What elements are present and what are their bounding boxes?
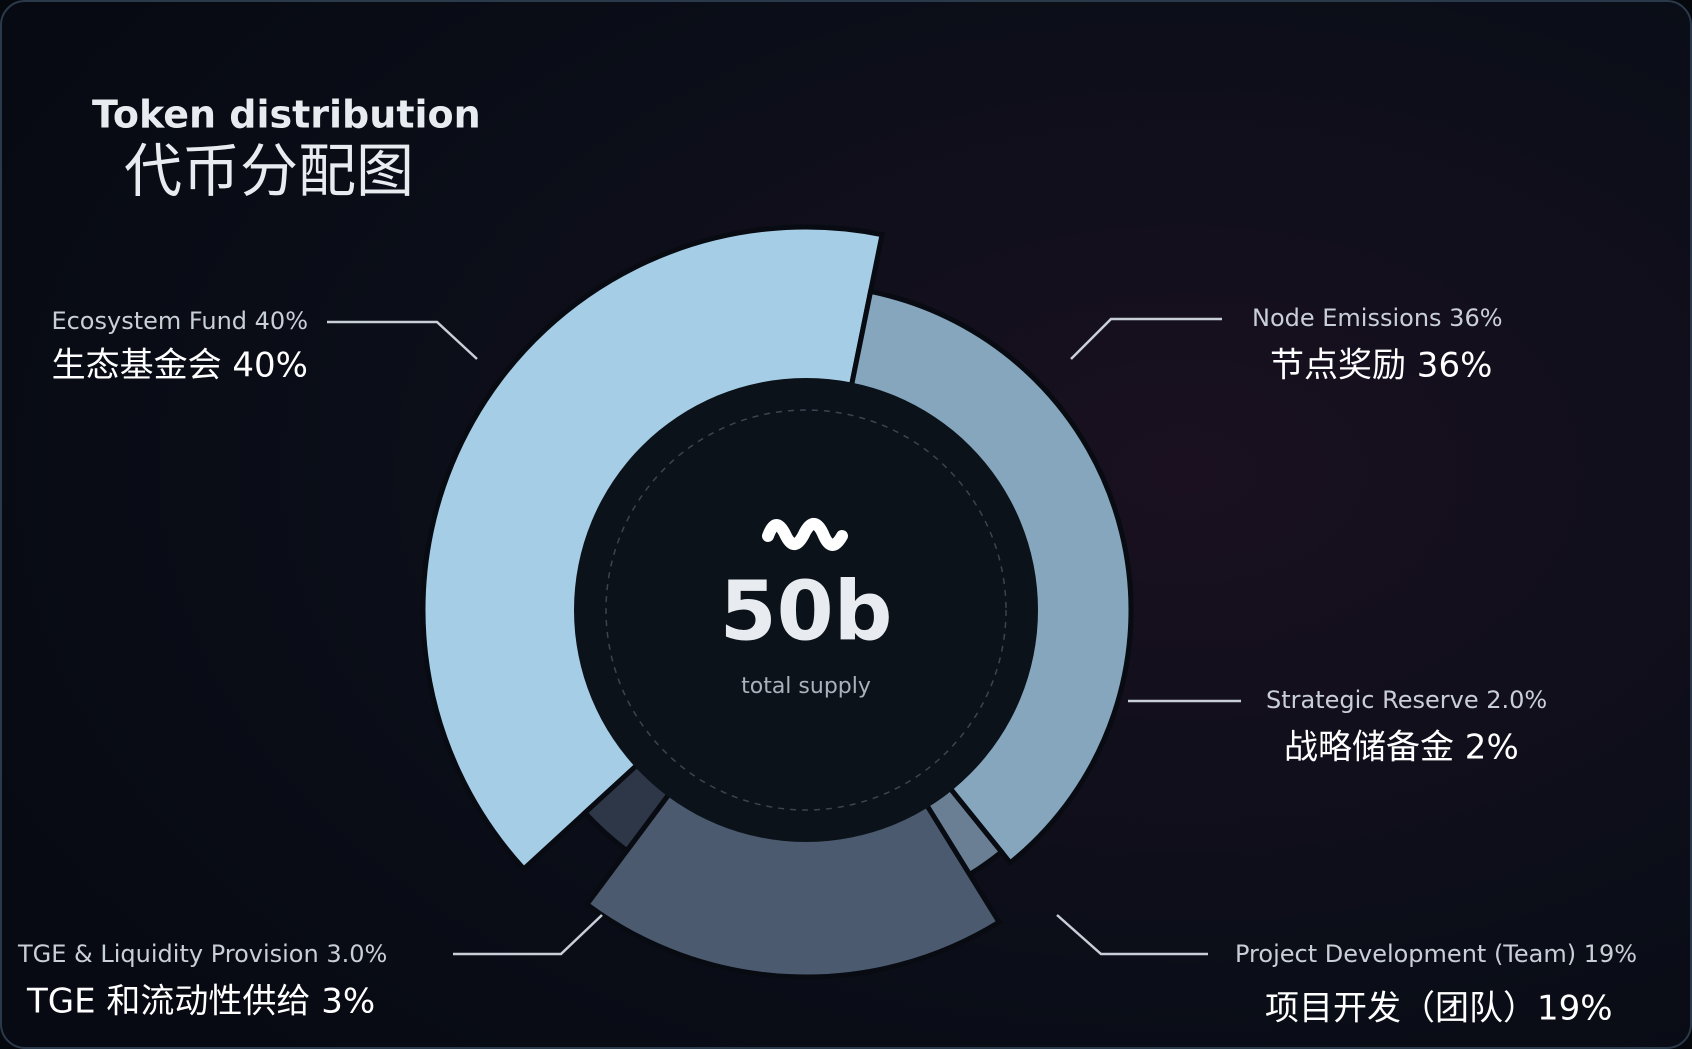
chart-title: Token distribution [92,93,481,137]
leader-line [1070,317,1222,360]
chart-subtitle: 代币分配图 [124,137,414,205]
value-label: 战略储备金 2% [1284,728,1519,768]
value-label: 节点奖励 36% [1270,346,1492,386]
center-sublabel: total supply [741,674,871,699]
legend-label: Project Development (Team) 19% [1235,940,1637,968]
leader-line [453,914,603,956]
legend-label: Ecosystem Fund 40% [51,307,308,335]
legend-label: TGE & Liquidity Provision 3.0% [17,940,387,968]
center-ring [605,409,1007,811]
center-disc [574,378,1038,842]
legend-label: Node Emissions 36% [1252,304,1503,332]
value-label: 项目开发（团队）19% [1265,989,1613,1029]
logo [762,518,848,551]
value-label: TGE 和流动性供给 3% [26,982,375,1022]
center-label: 50b [720,564,893,659]
leader-line [1056,914,1208,956]
labels: Ecosystem Fund 40% 生态基金会 40% Node Emission… [17,304,1637,1029]
value-label: 生态基金会 40% [52,346,308,386]
legend-label: Strategic Reserve 2.0% [1266,686,1547,714]
leader-line [327,320,478,360]
